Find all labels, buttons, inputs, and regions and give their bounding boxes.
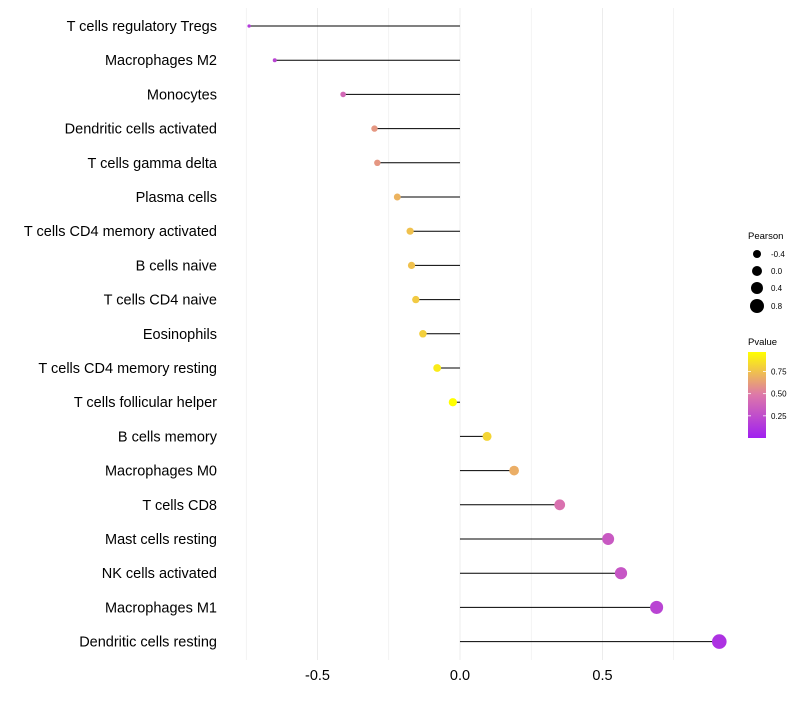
color-legend-label: 0.25	[771, 412, 787, 421]
data-point	[448, 398, 457, 407]
data-point	[412, 295, 420, 304]
color-legend-label: 0.50	[771, 390, 787, 399]
y-tick-label: Eosinophils	[143, 327, 217, 343]
stems-layer	[249, 25, 720, 643]
y-tick-label: T cells CD4 naive	[104, 293, 217, 309]
size-legend-dot	[751, 282, 763, 294]
pearson-size-legend: Pearson -0.4 0.0 0.4 0.8	[748, 231, 785, 313]
y-tick-label: Plasma cells	[136, 190, 217, 206]
data-point	[340, 91, 346, 98]
data-point	[393, 193, 401, 201]
y-tick-label: Dendritic cells activated	[65, 122, 217, 138]
pvalue-color-legend: Pvalue 0.75 0.50 0.25	[748, 337, 787, 438]
color-legend-bar	[748, 352, 766, 438]
size-legend-dot	[750, 299, 764, 313]
y-tick-label: Mast cells resting	[105, 532, 217, 548]
y-tick-label: T cells follicular helper	[74, 395, 217, 411]
size-legend-dot	[753, 250, 761, 258]
size-legend-label: 0.8	[771, 302, 783, 311]
y-tick-label: T cells CD8	[142, 498, 217, 514]
points-layer	[247, 24, 727, 649]
data-point	[419, 330, 427, 338]
data-point	[712, 634, 727, 649]
grid-layer	[245, 8, 675, 660]
data-point	[371, 125, 378, 132]
x-tick-label: 0.5	[592, 668, 612, 684]
size-legend-label: -0.4	[771, 250, 785, 259]
data-point	[509, 465, 519, 476]
size-legend-label: 0.0	[771, 267, 783, 276]
x-axis-labels: -0.5 0.0 0.5	[305, 668, 613, 684]
size-legend-label: 0.4	[771, 284, 783, 293]
y-tick-label: T cells regulatory Tregs	[67, 19, 217, 35]
data-point	[247, 24, 251, 28]
y-tick-label: B cells naive	[136, 258, 217, 274]
y-tick-label: Monocytes	[147, 87, 217, 103]
data-point	[272, 58, 277, 63]
data-point	[482, 431, 492, 441]
data-point	[650, 600, 664, 614]
size-legend-dot	[752, 266, 762, 276]
y-axis-labels: T cells regulatory Tregs Macrophages M2 Mo…	[24, 19, 218, 651]
data-point	[433, 364, 442, 372]
x-tick-label: -0.5	[305, 668, 330, 684]
y-tick-label: NK cells activated	[102, 566, 217, 582]
y-tick-label: Macrophages M1	[105, 600, 217, 616]
y-tick-label: T cells gamma delta	[88, 156, 218, 172]
size-legend-title: Pearson	[748, 231, 783, 242]
y-tick-label: T cells CD4 memory resting	[38, 361, 217, 377]
data-point	[374, 159, 381, 167]
data-point	[614, 567, 628, 580]
color-legend-label: 0.75	[771, 368, 787, 377]
y-tick-label: T cells CD4 memory activated	[24, 224, 217, 240]
data-point	[406, 227, 414, 235]
y-tick-label: Macrophages M0	[105, 464, 217, 480]
y-tick-label: Dendritic cells resting	[79, 635, 217, 651]
data-point	[407, 261, 416, 270]
color-legend-title: Pvalue	[748, 337, 777, 348]
x-tick-label: 0.0	[450, 668, 470, 684]
data-point	[602, 533, 615, 545]
data-point	[554, 499, 566, 511]
y-tick-label: Macrophages M2	[105, 53, 217, 69]
y-tick-label: B cells memory	[118, 429, 218, 445]
